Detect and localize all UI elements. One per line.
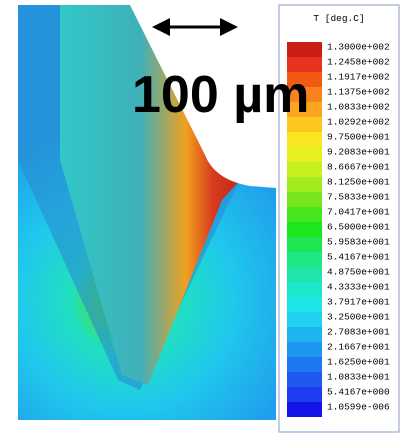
- legend-label: 9.2083e+001: [327, 147, 390, 158]
- figure: T [deg.C] 1.3000e+002 1.2458e+002 1.1917e+…: [0, 0, 400, 437]
- legend-label: 4.3333e+001: [327, 282, 390, 293]
- legend-swatch: [287, 252, 322, 267]
- legend-title: T [deg.C]: [313, 13, 364, 24]
- legend-swatch: [287, 237, 322, 252]
- legend-label: 4.8750e+001: [327, 267, 390, 278]
- legend-label: 8.1250e+001: [327, 177, 390, 188]
- legend-swatch: [287, 207, 322, 222]
- legend-label: 7.5833e+001: [327, 192, 390, 203]
- legend-label: 5.9583e+001: [327, 237, 390, 248]
- legend-label: 8.6667e+001: [327, 162, 390, 173]
- legend-swatch: [287, 222, 322, 237]
- legend-swatch: [287, 342, 322, 357]
- legend-swatch: [287, 387, 322, 402]
- legend-label: 1.6250e+001: [327, 357, 390, 368]
- legend-label: 1.3000e+002: [327, 42, 390, 53]
- legend-swatch: [287, 297, 322, 312]
- legend-label: 1.0292e+002: [327, 117, 390, 128]
- legend-label: 3.7917e+001: [327, 297, 390, 308]
- legend-label: 2.1667e+001: [327, 342, 390, 353]
- legend-swatch: [287, 177, 322, 192]
- legend-swatch: [287, 327, 322, 342]
- legend-swatch: [287, 372, 322, 387]
- legend-label: 1.1375e+002: [327, 87, 390, 98]
- legend-label: 9.7500e+001: [327, 132, 390, 143]
- canvas: T [deg.C] 1.3000e+002 1.2458e+002 1.1917e+…: [0, 0, 400, 437]
- legend-label: 1.2458e+002: [327, 57, 390, 68]
- legend-label: 1.0833e+002: [327, 102, 390, 113]
- legend-label: 1.1917e+002: [327, 72, 390, 83]
- legend-swatch: [287, 162, 322, 177]
- legend-swatch: [287, 282, 322, 297]
- legend-label: 7.0417e+001: [327, 207, 390, 218]
- legend-swatch: [287, 42, 322, 57]
- legend-swatch: [287, 192, 322, 207]
- legend-swatch: [287, 147, 322, 162]
- legend-label: 1.0599e-006: [327, 402, 390, 413]
- legend-swatch: [287, 402, 322, 417]
- scale-label: 100 µm: [132, 66, 309, 124]
- legend-label: 3.2500e+001: [327, 312, 390, 323]
- legend-label: 6.5000e+001: [327, 222, 390, 233]
- legend-swatch: [287, 267, 322, 282]
- legend-label: 5.4167e+000: [327, 387, 390, 398]
- legend-swatch: [287, 132, 322, 147]
- legend-swatch: [287, 357, 322, 372]
- legend-label: 2.7083e+001: [327, 327, 390, 338]
- legend-label: 5.4167e+001: [327, 252, 390, 263]
- legend-swatch: [287, 312, 322, 327]
- legend-label: 1.0833e+001: [327, 372, 390, 383]
